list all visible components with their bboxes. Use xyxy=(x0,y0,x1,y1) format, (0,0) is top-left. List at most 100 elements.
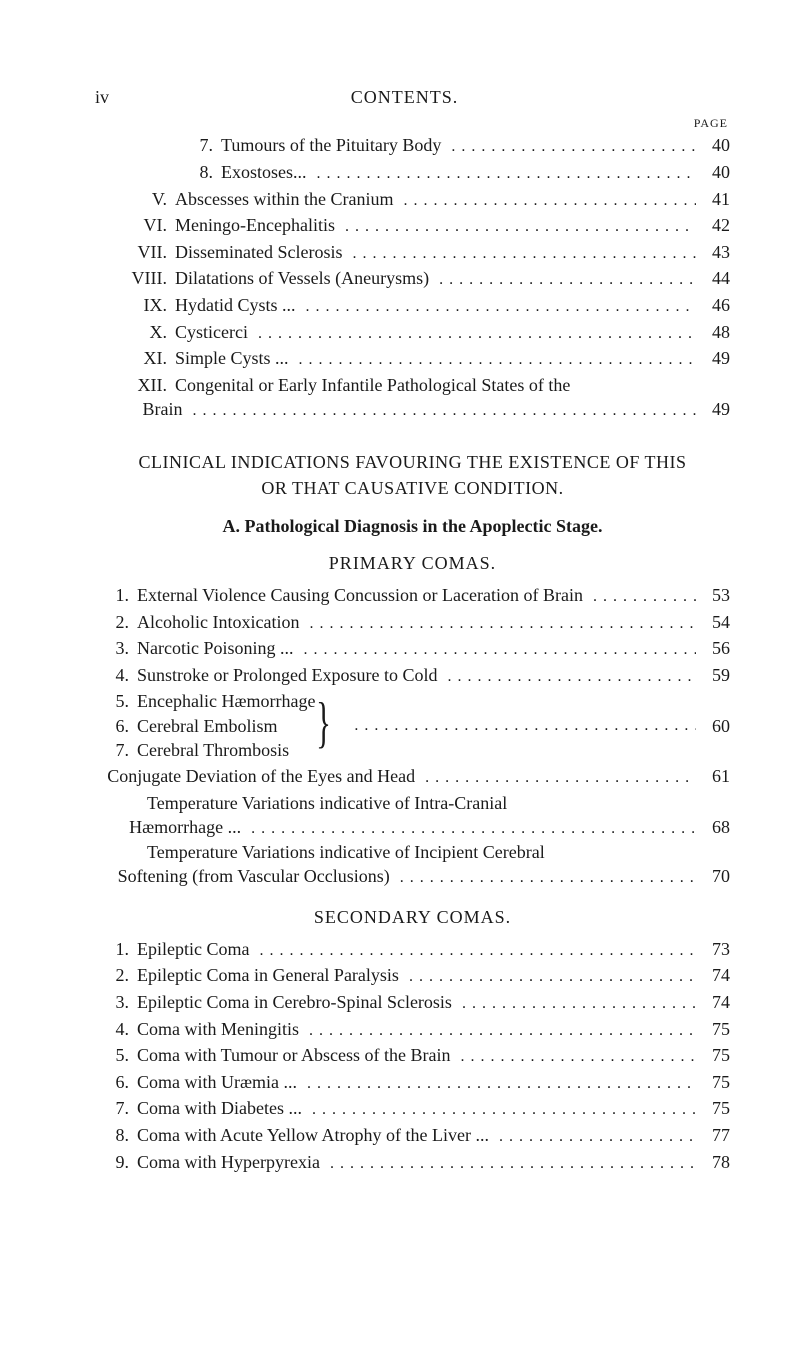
toc-label: Disseminated Sclerosis xyxy=(175,240,342,264)
toc-marker: VIII. xyxy=(95,266,175,290)
contents-title: CONTENTS. xyxy=(351,85,459,109)
toc-dots xyxy=(320,1153,696,1175)
toc-marker: 1. xyxy=(95,937,137,961)
toc-dots xyxy=(183,400,696,422)
toc-marker: VII. xyxy=(95,240,175,264)
toc-marker: IX. xyxy=(95,293,175,317)
toc-row-wrap: Temperature Variations indicative of Int… xyxy=(95,791,730,840)
toc-row: VI.Meningo-Encephalitis42 xyxy=(95,213,730,238)
toc-label: Hæmorrhage ... xyxy=(129,815,241,839)
running-header: iv CONTENTS. xyxy=(95,85,730,109)
toc-page: 49 xyxy=(696,346,730,370)
toc-label: Sunstroke or Prolonged Exposure to Cold xyxy=(137,663,437,687)
toc-label: Epileptic Coma in Cerebro-Spinal Scleros… xyxy=(137,990,452,1014)
section-title-line2: OR THAT CAUSATIVE CONDITION. xyxy=(95,476,730,500)
toc-marker: 2. xyxy=(95,610,137,634)
toc-label: Dilatations of Vessels (Aneurysms) xyxy=(175,266,429,290)
toc-marker: V. xyxy=(95,187,175,211)
toc-label: Cerebral Thrombosis xyxy=(137,738,289,762)
toc-marker: 7. xyxy=(95,133,221,157)
toc-label: Hydatid Cysts ... xyxy=(175,293,296,317)
toc-dots xyxy=(342,243,696,265)
toc-dots xyxy=(289,349,696,371)
section-subheading: SECONDARY COMAS. xyxy=(95,905,730,929)
toc-row: 8.Coma with Acute Yellow Atrophy of the … xyxy=(95,1123,730,1148)
toc-marker: 2. xyxy=(95,963,137,987)
toc-row: 6.Coma with Uræmia ...75 xyxy=(95,1070,730,1095)
toc-page: 49 xyxy=(696,397,730,421)
toc-label: Temperature Variations indicative of Inc… xyxy=(147,840,545,864)
toc-page: 73 xyxy=(696,937,730,961)
toc-row: 4.Sunstroke or Prolonged Exposure to Col… xyxy=(95,663,730,688)
section-subtitle: A. Pathological Diagnosis in the Apoplec… xyxy=(95,514,730,538)
toc-label: Softening (from Vascular Occlusions) xyxy=(118,864,390,888)
toc-label: Alcoholic Intoxication xyxy=(137,610,299,634)
toc-page: 75 xyxy=(696,1043,730,1067)
toc-label: Coma with Meningitis xyxy=(137,1017,299,1041)
toc-row: 2.Alcoholic Intoxication 54 xyxy=(95,610,730,635)
toc-dots xyxy=(390,867,696,889)
page-column-heading: PAGE xyxy=(95,115,730,131)
toc-marker: 5. xyxy=(95,689,137,713)
toc-marker: 4. xyxy=(95,663,137,687)
toc-page: 75 xyxy=(696,1096,730,1120)
toc-page: 53 xyxy=(696,583,730,607)
toc-marker: XI. xyxy=(95,346,175,370)
toc-page: 54 xyxy=(696,610,730,634)
toc-marker: 6. xyxy=(95,714,137,738)
toc-primary-block: 1.External Violence Causing Concussion o… xyxy=(95,583,730,687)
toc-label: Cerebral Embolism xyxy=(137,714,277,738)
toc-marker: 3. xyxy=(95,990,137,1014)
toc-row: 3.Narcotic Poisoning ... 56 xyxy=(95,636,730,661)
toc-page: 77 xyxy=(696,1123,730,1147)
toc-page: 75 xyxy=(696,1070,730,1094)
toc-dots xyxy=(437,666,696,688)
toc-dots xyxy=(489,1126,696,1148)
toc-page: 56 xyxy=(696,636,730,660)
toc-dots xyxy=(293,639,696,661)
toc-row-wrap: XII. Congenital or Early Infantile Patho… xyxy=(95,373,730,422)
toc-row: V.Abscesses within the Cranium41 xyxy=(95,187,730,212)
toc-row: 5.Coma with Tumour or Abscess of the Bra… xyxy=(95,1043,730,1068)
toc-label: Tumours of the Pituitary Body xyxy=(221,133,441,157)
toc-row: 1.External Violence Causing Concussion o… xyxy=(95,583,730,608)
toc-dots xyxy=(297,1073,696,1095)
toc-label: Temperature Variations indicative of Int… xyxy=(147,791,507,815)
toc-row-wrap: Temperature Variations indicative of Inc… xyxy=(95,840,730,889)
toc-page: 61 xyxy=(696,764,730,788)
toc-page: 42 xyxy=(696,213,730,237)
toc-row: Conjugate Deviation of the Eyes and Head… xyxy=(95,764,730,789)
toc-secondary-block: 1.Epileptic Coma732.Epileptic Coma in Ge… xyxy=(95,937,730,1174)
toc-dots xyxy=(241,818,696,840)
toc-page: 74 xyxy=(696,963,730,987)
toc-label: Narcotic Poisoning ... xyxy=(137,636,293,660)
toc-dots xyxy=(399,966,696,988)
toc-marker: XII. xyxy=(95,373,175,397)
toc-row: X.Cysticerci48 xyxy=(95,320,730,345)
toc-page: 59 xyxy=(696,663,730,687)
toc-marker: 3. xyxy=(95,636,137,660)
toc-top-block: 7.Tumours of the Pituitary Body408.Exost… xyxy=(95,133,730,370)
toc-marker: 8. xyxy=(95,160,221,184)
toc-marker: 9. xyxy=(95,1150,137,1174)
toc-page: 74 xyxy=(696,990,730,1014)
toc-row: XI.Simple Cysts ...49 xyxy=(95,346,730,371)
toc-page: 68 xyxy=(696,815,730,839)
toc-page: 46 xyxy=(696,293,730,317)
toc-page: 70 xyxy=(696,864,730,888)
toc-row: VIII.Dilatations of Vessels (Aneurysms) 4… xyxy=(95,266,730,291)
toc-marker: VI. xyxy=(95,213,175,237)
toc-row: 7.Tumours of the Pituitary Body40 xyxy=(95,133,730,158)
toc-label: Congenital or Early Infantile Pathologic… xyxy=(175,373,570,397)
toc-page: 44 xyxy=(696,266,730,290)
toc-dots xyxy=(415,767,696,789)
toc-label: Coma with Uræmia ... xyxy=(137,1070,297,1094)
toc-row: VII.Disseminated Sclerosis43 xyxy=(95,240,730,265)
toc-row: 7.Coma with Diabetes ...75 xyxy=(95,1096,730,1121)
toc-dots xyxy=(299,1020,696,1042)
section-subheading: PRIMARY COMAS. xyxy=(95,551,730,575)
toc-dots xyxy=(335,216,696,238)
toc-row: 8.Exostoses...40 xyxy=(95,160,730,185)
page-number-roman: iv xyxy=(95,85,109,109)
toc-label: Brain xyxy=(143,397,183,421)
